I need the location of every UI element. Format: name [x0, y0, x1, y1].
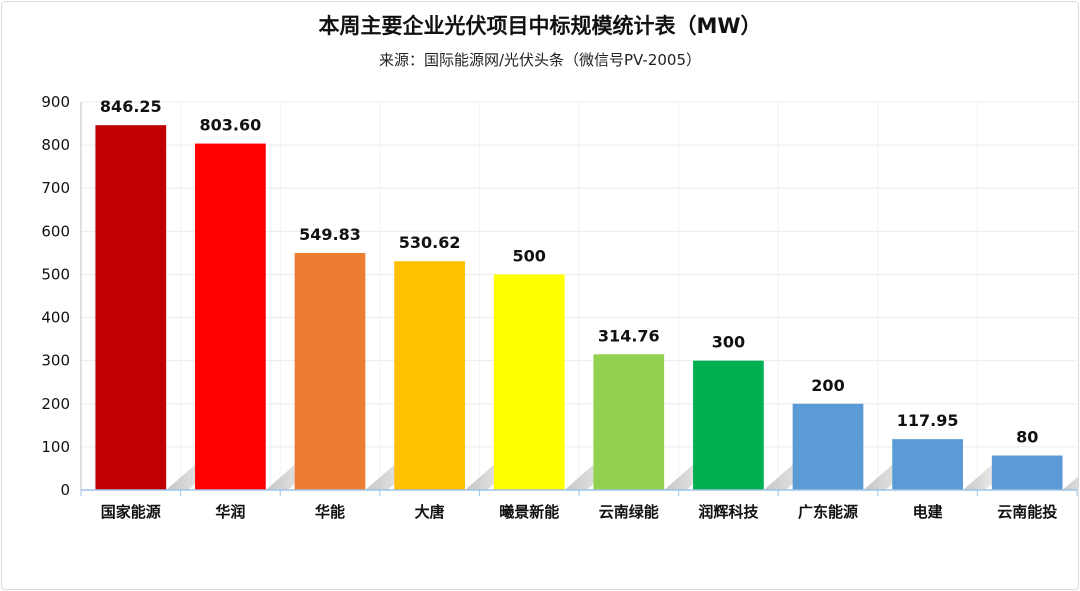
- bar: [95, 125, 167, 490]
- data-label: 300: [712, 333, 745, 352]
- data-label: 530.62: [399, 233, 461, 252]
- category-label: 曦景新能: [499, 503, 559, 521]
- y-tick-label: 100: [41, 438, 70, 456]
- category-label: 广东能源: [798, 503, 858, 521]
- y-tick-label: 0: [60, 481, 70, 499]
- y-tick-label: 200: [41, 395, 70, 413]
- data-label: 200: [811, 376, 844, 395]
- chart-title: 本周主要企业光伏项目中标规模统计表（MW）: [318, 14, 762, 38]
- data-label: 549.83: [299, 225, 361, 244]
- data-label: 80: [1016, 428, 1038, 447]
- data-label: 500: [512, 246, 545, 265]
- bar: [294, 252, 366, 490]
- bar: [593, 354, 665, 490]
- data-label: 803.60: [200, 116, 262, 135]
- category-label: 润辉科技: [698, 503, 759, 521]
- chart-subtitle: 来源：国际能源网/光伏头条（微信号PV-2005）: [378, 51, 702, 69]
- y-tick-label: 400: [41, 309, 70, 327]
- bar: [195, 143, 266, 490]
- category-label: 电建: [913, 503, 944, 521]
- axes: [80, 102, 1078, 496]
- y-tick-label: 500: [41, 265, 70, 283]
- category-label: 云南绿能: [599, 503, 659, 521]
- y-tick-label: 700: [41, 179, 70, 197]
- y-tick-label: 800: [41, 136, 70, 154]
- category-label: 华润: [215, 503, 245, 521]
- bar: [493, 274, 565, 490]
- bars: [95, 125, 1063, 490]
- bar: [394, 261, 465, 490]
- category-label: 华能: [315, 503, 345, 521]
- bar: [991, 455, 1063, 490]
- bar-shadow: [1062, 476, 1078, 490]
- data-label: 314.76: [598, 326, 660, 345]
- category-label: 云南能投: [997, 503, 1057, 521]
- y-tick-label: 300: [41, 352, 70, 370]
- data-label: 846.25: [100, 97, 162, 116]
- bar: [892, 439, 963, 490]
- category-label: 大唐: [415, 503, 445, 521]
- category-label: 国家能源: [101, 503, 161, 521]
- bar: [792, 403, 864, 490]
- labels: 0 100 200 300 400 500 600 700 800 900 846.25 国家能源 80…: [41, 93, 1057, 521]
- y-tick-label: 600: [41, 222, 70, 240]
- data-label: 117.95: [897, 411, 959, 430]
- y-tick-label: 900: [41, 93, 70, 111]
- bar: [693, 360, 764, 490]
